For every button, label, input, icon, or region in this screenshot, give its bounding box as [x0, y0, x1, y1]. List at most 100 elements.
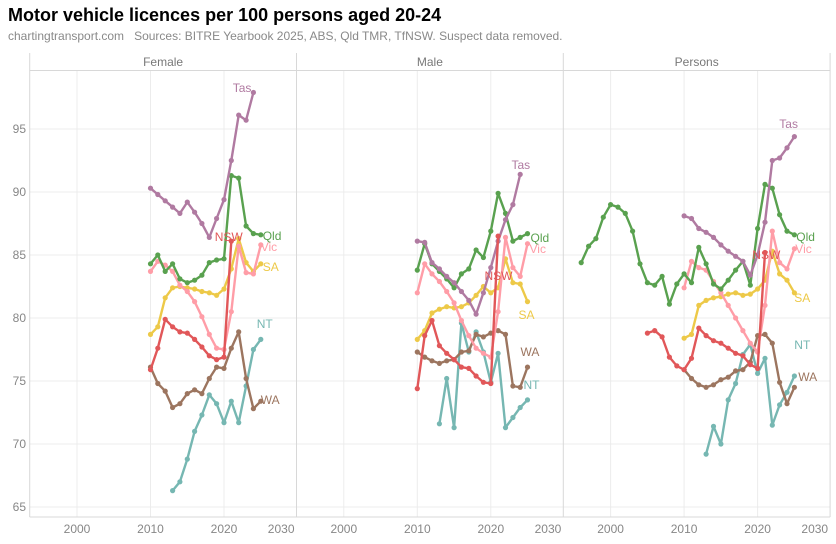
data-point-vic: [747, 340, 753, 346]
panel-title-persons: Persons: [675, 55, 719, 69]
data-point-vic: [733, 315, 739, 321]
data-point-nsw: [710, 338, 717, 344]
data-point-sa: [777, 271, 783, 277]
data-point-qld: [480, 254, 486, 261]
data-point-nt: [177, 479, 183, 485]
data-point-qld: [784, 228, 790, 234]
data-point-nsw: [495, 233, 501, 239]
data-point-sa: [414, 336, 420, 342]
series-line-vic: [682, 229, 796, 354]
data-point-nt: [510, 414, 516, 421]
data-point-nsw: [644, 330, 651, 336]
data-point-tas: [696, 225, 702, 232]
data-point-sa: [725, 291, 731, 297]
series-female-nt: [170, 336, 264, 494]
data-point-wa: [517, 384, 523, 390]
data-point-qld: [703, 261, 709, 267]
data-point-nsw: [718, 340, 724, 346]
data-point-sa: [436, 306, 442, 312]
data-point-tas: [517, 171, 523, 177]
data-point-qld: [586, 243, 592, 249]
data-point-nsw: [177, 329, 183, 335]
data-point-sa: [221, 286, 227, 292]
data-point-nsw: [480, 379, 486, 385]
data-point-qld: [630, 228, 636, 234]
data-point-nsw: [155, 345, 161, 351]
data-point-sa: [473, 292, 479, 298]
data-point-nsw: [762, 249, 768, 256]
data-point-nsw: [206, 353, 212, 359]
data-point-sa: [214, 292, 220, 298]
data-point-qld: [608, 202, 614, 208]
series-line-sa: [416, 257, 529, 341]
data-point-vic: [192, 299, 198, 305]
series-line-tas: [683, 135, 796, 277]
data-point-wa: [444, 358, 450, 364]
data-point-sa: [444, 304, 450, 310]
data-point-wa: [436, 360, 442, 366]
data-point-nt: [170, 488, 176, 494]
data-point-sa: [192, 286, 198, 292]
data-point-sa: [155, 324, 161, 330]
data-point-vic: [422, 261, 428, 267]
subtitle: chartingtransport.com Sources: BITRE Year…: [8, 29, 828, 43]
data-point-wa: [696, 382, 702, 388]
x-axis-tick-label: 2030: [801, 522, 828, 536]
data-point-vic: [250, 271, 256, 277]
x-axis-tick-label: 2010: [404, 522, 431, 536]
data-point-qld: [250, 231, 256, 237]
data-point-nsw: [733, 350, 739, 356]
data-point-wa: [473, 331, 479, 337]
data-point-tas: [162, 198, 168, 204]
data-point-nsw: [674, 363, 680, 369]
data-point-vic: [228, 309, 234, 315]
data-point-sa: [696, 302, 702, 308]
data-point-nt: [502, 425, 509, 431]
data-point-nsw: [666, 354, 673, 360]
data-point-nt: [762, 355, 768, 361]
data-point-vic: [414, 290, 420, 296]
x-axis-tick-label: 2000: [64, 522, 91, 536]
data-point-sa: [747, 291, 753, 297]
data-point-qld: [451, 285, 457, 291]
data-point-wa: [162, 388, 168, 394]
data-point-tas: [436, 266, 442, 272]
series-persons-qld: [578, 181, 798, 307]
data-point-nsw: [429, 317, 435, 324]
data-point-qld: [644, 280, 651, 286]
data-point-wa: [688, 375, 695, 382]
data-point-qld: [414, 267, 420, 273]
data-point-tas: [480, 290, 486, 296]
data-point-vic: [170, 268, 176, 274]
data-point-wa: [777, 379, 783, 385]
series-line-qld: [149, 174, 261, 284]
data-point-nsw: [458, 364, 464, 370]
data-point-nsw: [221, 354, 227, 360]
data-point-nsw: [473, 373, 479, 379]
data-point-wa: [236, 329, 242, 335]
data-point-nsw: [184, 330, 190, 336]
data-point-wa: [414, 349, 420, 355]
series-label-female-wa: WA: [261, 393, 280, 407]
data-point-vic: [769, 228, 775, 234]
data-point-nt: [258, 336, 264, 342]
series-label-male-qld: Qld: [531, 231, 550, 245]
data-point-wa: [703, 384, 709, 390]
data-point-qld: [725, 277, 731, 283]
data-point-qld: [652, 282, 658, 288]
series-line-sa: [683, 249, 796, 340]
data-point-nt: [221, 420, 227, 426]
data-point-sa: [199, 288, 205, 295]
data-point-nt: [436, 421, 442, 427]
data-point-nt: [444, 375, 450, 382]
y-axis-tick-label: 90: [13, 185, 27, 199]
data-point-tas: [147, 185, 154, 191]
data-point-sa: [688, 331, 695, 337]
data-point-tas: [703, 229, 709, 235]
data-point-nt: [206, 392, 212, 398]
series-label-female-nsw: NSW: [215, 230, 244, 244]
data-point-sa: [236, 236, 242, 242]
data-point-nsw: [703, 333, 709, 339]
series-line-wa: [683, 333, 796, 405]
data-point-qld: [466, 266, 472, 272]
